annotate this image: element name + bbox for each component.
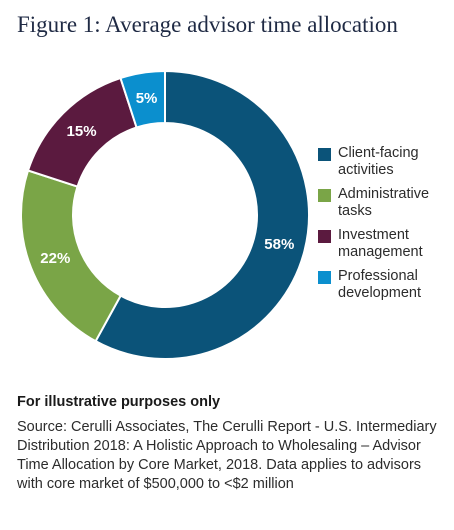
chart-title: Figure 1: Average advisor time allocatio… — [17, 12, 398, 37]
slice-value-label-2: 22% — [40, 250, 70, 267]
legend-item-4: Professional development — [318, 268, 452, 302]
illustrative-note: For illustrative purposes only — [17, 394, 221, 410]
legend-label: Investment management — [338, 227, 423, 260]
legend-swatch — [318, 230, 331, 243]
donut-slice-4 — [119, 69, 166, 129]
slice-value-label-3: 15% — [67, 123, 97, 140]
slice-value-label-4: 5% — [136, 90, 158, 107]
legend-swatch — [318, 271, 331, 284]
legend-label: Administrative tasks — [338, 186, 430, 219]
donut-slice-1 — [94, 69, 310, 360]
donut-slice-2 — [20, 169, 123, 343]
slice-value-label-1: 58% — [264, 236, 294, 253]
legend-label: Professional development — [338, 268, 422, 301]
legend-swatch — [318, 148, 331, 161]
chart-legend: Client-facing activities Administrative t… — [318, 145, 452, 309]
donut-chart: 58% 22% 15% 5% — [20, 69, 310, 360]
legend-item-3: Investment management — [318, 227, 452, 261]
source-text: Source: Cerulli Associates, The Cerulli … — [17, 419, 437, 492]
legend-swatch — [318, 189, 331, 202]
legend-item-1: Client-facing activities — [318, 145, 452, 179]
legend-label: Client-facing activities — [338, 145, 419, 178]
legend-item-2: Administrative tasks — [318, 186, 452, 220]
